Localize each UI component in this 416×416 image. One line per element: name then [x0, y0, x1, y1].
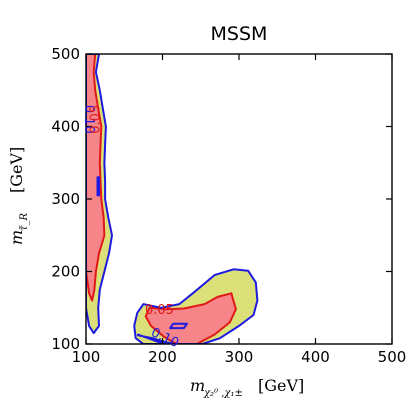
y-tick-label-1: 200: [51, 263, 80, 281]
contour-label-0-10-0: 0.10: [81, 105, 96, 134]
contour-labels: 0.100.100.050.05: [81, 105, 181, 351]
contour-0-10-island-2: [137, 333, 177, 344]
y-tick-label-3: 400: [51, 118, 80, 136]
x-tick-label-3: 400: [301, 348, 330, 366]
contour-0-10-island-1: [96, 176, 100, 197]
region-0-05-fill-1: [145, 293, 236, 344]
contour-label-0-05-0: 0.05: [88, 105, 103, 134]
x-axis-label-main: m: [190, 376, 205, 395]
y-axis-label-unit: [GeV]: [7, 147, 26, 193]
x-tick-label-2: 300: [225, 348, 254, 366]
region-0-05-fill-0: [86, 54, 105, 301]
x-axis-label: m χ₂⁰ ,χ₁± [GeV]: [190, 376, 304, 399]
contour-0-05-line-0: [86, 54, 106, 302]
x-tick-label-4: 500: [378, 348, 407, 366]
x-axis-label-unit: [GeV]: [258, 376, 304, 395]
x-tick-label-1: 200: [148, 348, 177, 366]
axis-ticks: 100 200 300 400 500 100 200 300 400 500: [51, 45, 406, 366]
y-tick-label-2: 300: [51, 190, 80, 208]
contour-0-10-island-0: [169, 322, 188, 330]
y-tick-label-4: 500: [51, 45, 80, 63]
y-axis-label-main: m: [7, 230, 26, 245]
contour-regions: [86, 54, 259, 344]
contour-0-10-line-0: [86, 54, 113, 335]
x-tick-label-0: 100: [72, 348, 101, 366]
contour-0-05-line-1: [144, 292, 237, 344]
contour-label-0-05-1: 0.05: [145, 303, 174, 318]
x-axis-label-sub: χ₂⁰ ,χ₁±: [203, 388, 243, 399]
y-axis-label-sub: τ̃_R: [19, 212, 30, 231]
chart-title: MSSM: [211, 23, 268, 45]
y-tick-label-0: 100: [51, 335, 80, 353]
contour-0-10-line-1: [133, 268, 259, 344]
y-axis-label: m τ̃_R [GeV]: [7, 147, 30, 245]
